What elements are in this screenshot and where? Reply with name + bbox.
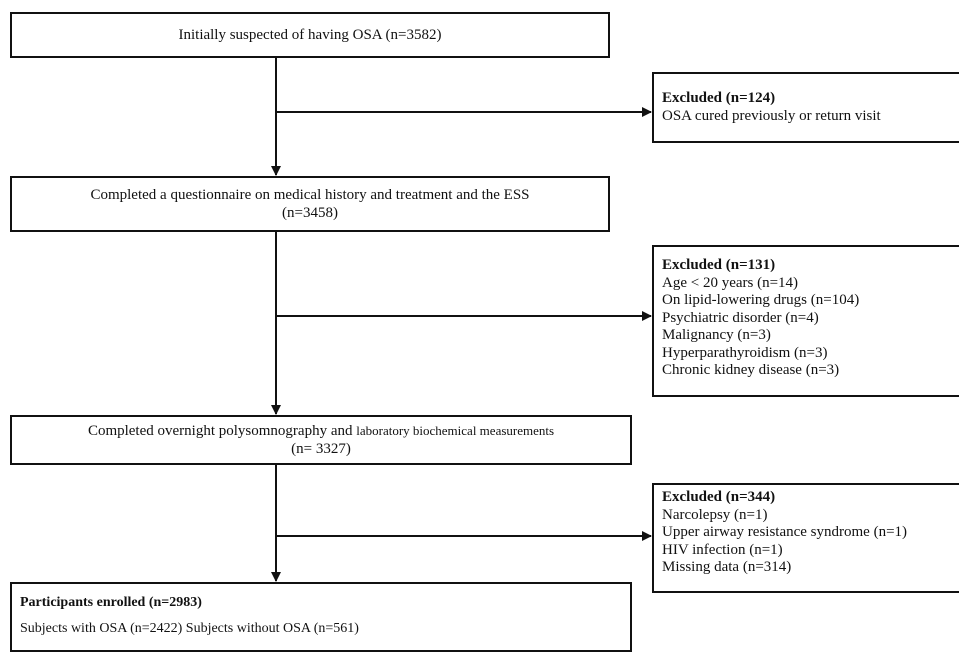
exclusion-box: Excluded (n=131) Age < 20 years (n=14) On … xyxy=(652,245,959,397)
exclusion-item: Narcolepsy (n=1) xyxy=(662,506,768,523)
exclusion-item: Psychiatric disorder (n=4) xyxy=(662,309,819,326)
exclusion-box: Excluded (n=344) Narcolepsy (n=1) Upper ai… xyxy=(652,483,959,593)
exclusion-item: HIV infection (n=1) xyxy=(662,541,783,558)
exclusion-item: Age < 20 years (n=14) xyxy=(662,274,799,291)
exclusion-title: Excluded (n=131) xyxy=(662,257,776,273)
step-box: Completed a questionnaire on medical his… xyxy=(10,176,610,232)
exclusion-item: Chronic kidney disease (n=3) xyxy=(662,362,840,378)
exclusion-box: Excluded (n=124) OSA cured previously or … xyxy=(652,72,959,143)
step-box: Completed overnight polysomnography and … xyxy=(10,415,632,465)
exclusion-item: Malignancy (n=3) xyxy=(662,327,771,343)
step-text: Initially suspected of having OSA (n=358… xyxy=(178,27,442,43)
exclusion-item: Upper airway resistance syndrome (n=1) xyxy=(662,524,908,540)
result-text: Subjects with OSA (n=2422) Subjects with… xyxy=(20,621,359,636)
step-text: laboratory biochemical measurements xyxy=(356,423,555,438)
exclusion-item: OSA cured previously or return visit xyxy=(662,107,881,124)
exclusion-title: Excluded (n=124) xyxy=(662,90,776,106)
result-title: Participants enrolled (n=2983) xyxy=(20,595,202,610)
exclusion-item: On lipid-lowering drugs (n=104) xyxy=(662,292,860,308)
step-text: Completed overnight polysomnography and xyxy=(87,423,353,439)
exclusion-item: Hyperparathyroidism (n=3) xyxy=(662,344,828,361)
step-box: Initially suspected of having OSA (n=358… xyxy=(10,12,610,58)
result-box: Participants enrolled (n=2983) Subjects … xyxy=(10,582,632,652)
step-text: Completed a questionnaire on medical his… xyxy=(90,187,530,203)
exclusion-title: Excluded (n=344) xyxy=(662,489,776,505)
step-text: (n=3458) xyxy=(282,205,338,221)
exclusion-item: Missing data (n=314) xyxy=(662,559,792,575)
step-text: (n= 3327) xyxy=(291,441,351,457)
